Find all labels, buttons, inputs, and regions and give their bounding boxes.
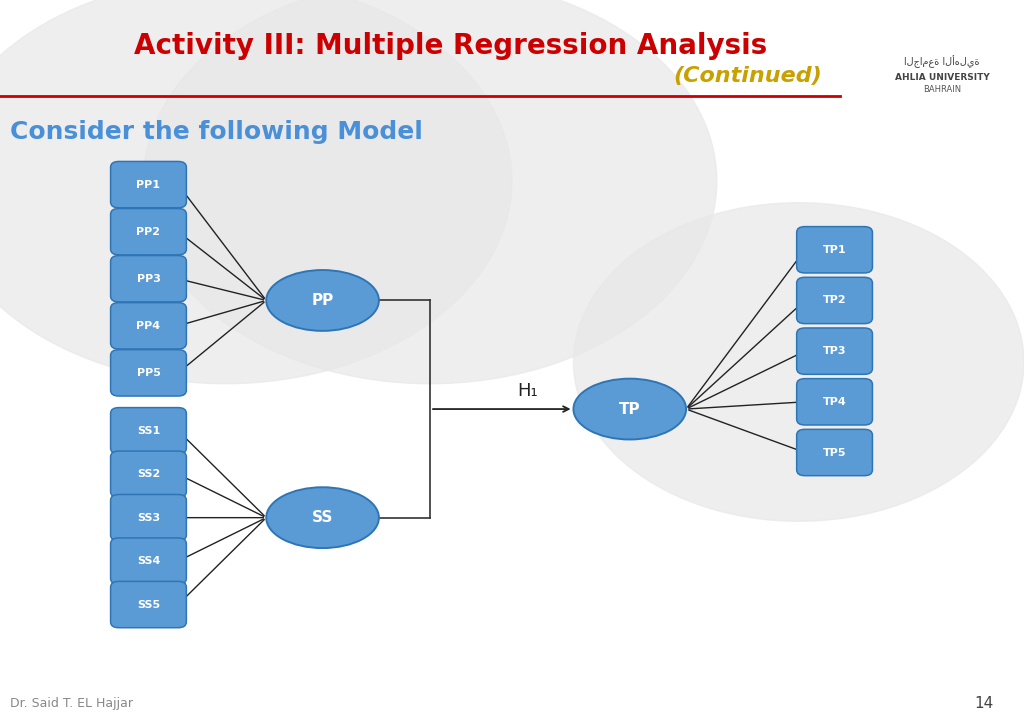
- FancyBboxPatch shape: [111, 581, 186, 628]
- FancyBboxPatch shape: [111, 350, 186, 396]
- Ellipse shape: [266, 270, 379, 331]
- Text: (Continued): (Continued): [673, 66, 822, 86]
- FancyBboxPatch shape: [111, 256, 186, 302]
- FancyBboxPatch shape: [111, 494, 186, 541]
- FancyBboxPatch shape: [111, 161, 186, 208]
- Text: TP3: TP3: [823, 346, 846, 356]
- Text: SS: SS: [312, 510, 333, 525]
- Text: SS2: SS2: [137, 469, 160, 479]
- Text: TP2: TP2: [822, 295, 847, 306]
- Text: TP4: TP4: [822, 397, 847, 407]
- Text: TP1: TP1: [822, 245, 847, 255]
- Text: Consider the following Model: Consider the following Model: [10, 119, 423, 144]
- Text: PP1: PP1: [136, 180, 161, 190]
- Text: TP: TP: [618, 402, 641, 416]
- Text: SS5: SS5: [137, 599, 160, 610]
- Circle shape: [0, 0, 512, 384]
- FancyBboxPatch shape: [111, 408, 186, 454]
- FancyBboxPatch shape: [111, 209, 186, 255]
- Text: 14: 14: [974, 696, 993, 711]
- FancyBboxPatch shape: [111, 451, 186, 497]
- Text: SS3: SS3: [137, 513, 160, 523]
- Text: SS1: SS1: [137, 426, 160, 436]
- Text: BAHRAIN: BAHRAIN: [923, 85, 962, 94]
- Text: PP3: PP3: [136, 274, 161, 284]
- Text: AHLIA UNIVERSITY: AHLIA UNIVERSITY: [895, 73, 989, 82]
- Text: PP2: PP2: [136, 227, 161, 237]
- Circle shape: [573, 203, 1024, 521]
- FancyBboxPatch shape: [797, 328, 872, 374]
- Text: Activity III: Multiple Regression Analysis: Activity III: Multiple Regression Analys…: [134, 32, 767, 59]
- Text: الجامعة الأهلية: الجامعة الأهلية: [904, 55, 980, 68]
- FancyBboxPatch shape: [797, 429, 872, 476]
- Text: TP5: TP5: [823, 447, 846, 458]
- Text: H₁: H₁: [517, 382, 538, 400]
- Text: SS4: SS4: [137, 556, 160, 566]
- FancyBboxPatch shape: [797, 379, 872, 425]
- Ellipse shape: [266, 487, 379, 548]
- FancyBboxPatch shape: [797, 227, 872, 273]
- FancyBboxPatch shape: [111, 538, 186, 584]
- Circle shape: [143, 0, 717, 384]
- Text: PP5: PP5: [136, 368, 161, 378]
- Ellipse shape: [573, 379, 686, 439]
- Text: PP4: PP4: [136, 321, 161, 331]
- Text: Dr. Said T. EL Hajjar: Dr. Said T. EL Hajjar: [10, 697, 133, 710]
- FancyBboxPatch shape: [111, 303, 186, 349]
- Text: PP: PP: [311, 293, 334, 308]
- FancyBboxPatch shape: [797, 277, 872, 324]
